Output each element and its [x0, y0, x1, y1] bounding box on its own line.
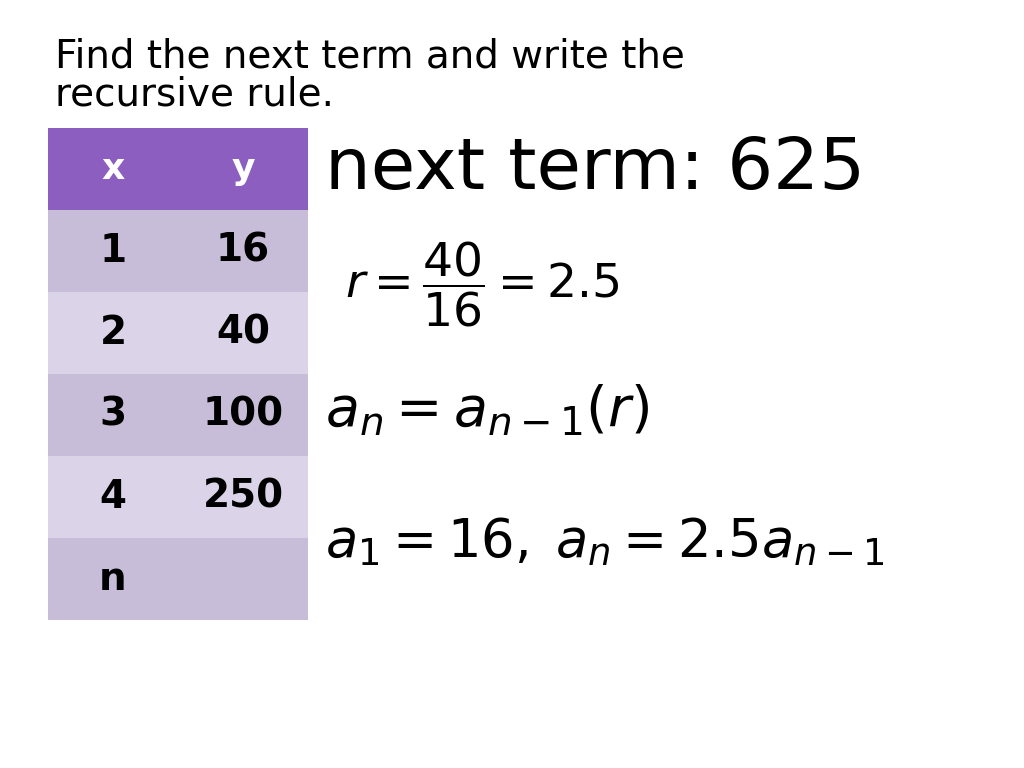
Bar: [48, 128, 178, 210]
Text: next term: 625: next term: 625: [325, 134, 865, 204]
Text: 40: 40: [216, 314, 270, 352]
Text: recursive rule.: recursive rule.: [55, 75, 334, 113]
Bar: [48, 456, 178, 538]
Bar: [48, 538, 178, 620]
Text: 3: 3: [99, 396, 127, 434]
Bar: [178, 538, 308, 620]
Text: 100: 100: [203, 396, 284, 434]
Text: 1: 1: [99, 232, 127, 270]
Text: x: x: [101, 152, 125, 186]
Bar: [48, 210, 178, 292]
Bar: [178, 210, 308, 292]
Text: $a_1 = 16, \; a_n = 2.5a_{n-1}$: $a_1 = 16, \; a_n = 2.5a_{n-1}$: [325, 516, 885, 568]
Bar: [178, 292, 308, 374]
Bar: [178, 374, 308, 456]
Text: $a_n = a_{n-1}(r)$: $a_n = a_{n-1}(r)$: [325, 384, 649, 438]
Bar: [178, 128, 308, 210]
Bar: [48, 292, 178, 374]
Bar: [178, 456, 308, 538]
Text: 250: 250: [203, 478, 284, 516]
Bar: [48, 374, 178, 456]
Text: n: n: [99, 560, 127, 598]
Text: Find the next term and write the: Find the next term and write the: [55, 38, 685, 76]
Text: 4: 4: [99, 478, 127, 516]
Text: $\mathit{r} = \dfrac{40}{16} = 2.5$: $\mathit{r} = \dfrac{40}{16} = 2.5$: [345, 239, 620, 329]
Text: y: y: [231, 152, 255, 186]
Text: 2: 2: [99, 314, 127, 352]
Text: 16: 16: [216, 232, 270, 270]
